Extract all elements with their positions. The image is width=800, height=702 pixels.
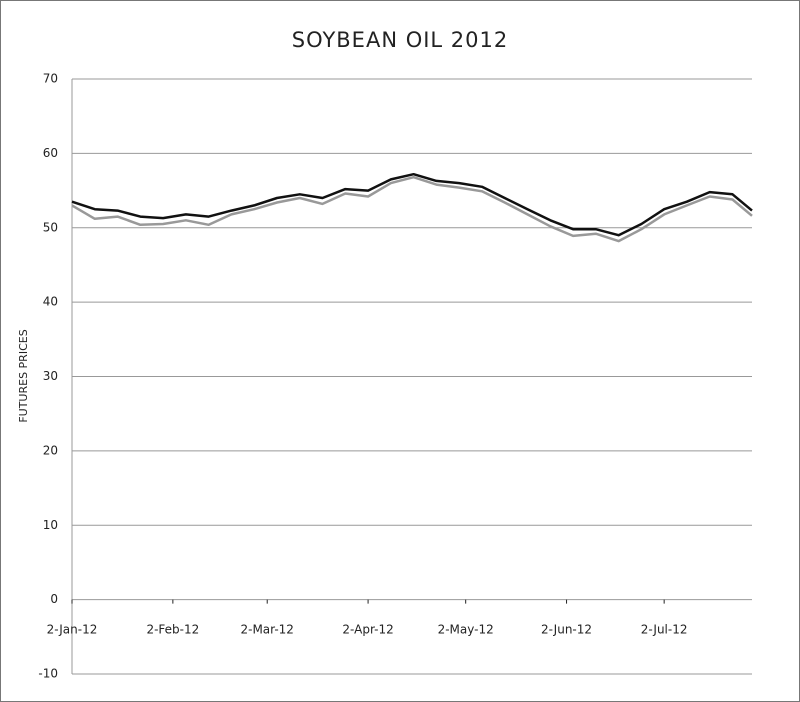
y-tick-label: 70 xyxy=(43,72,58,86)
x-tick-label: 2-Jul-12 xyxy=(641,623,688,637)
y-tick-label: 10 xyxy=(43,518,58,532)
x-tick-label: 2-Jan-12 xyxy=(47,623,98,637)
x-tick-label: 2-Apr-12 xyxy=(342,623,393,637)
y-axis-label: FUTURES PRICES xyxy=(17,329,30,422)
y-tick-label: 60 xyxy=(43,146,58,160)
x-tick-label: 2-Mar-12 xyxy=(240,623,293,637)
y-tick-label: -10 xyxy=(38,667,58,681)
series-line xyxy=(71,172,753,237)
y-tick-label: 30 xyxy=(43,369,58,383)
y-tick-label: 0 xyxy=(50,592,58,606)
x-tick-label: 2-Feb-12 xyxy=(146,623,199,637)
y-tick-label: 40 xyxy=(43,295,58,309)
x-tick-label: 2-May-12 xyxy=(438,623,494,637)
y-tick-label: 20 xyxy=(43,443,58,457)
series-line xyxy=(71,175,753,243)
x-tick-label: 2-Jun-12 xyxy=(541,623,592,637)
chart-title: SOYBEAN OIL 2012 xyxy=(292,28,509,52)
y-tick-label: 50 xyxy=(43,220,58,234)
